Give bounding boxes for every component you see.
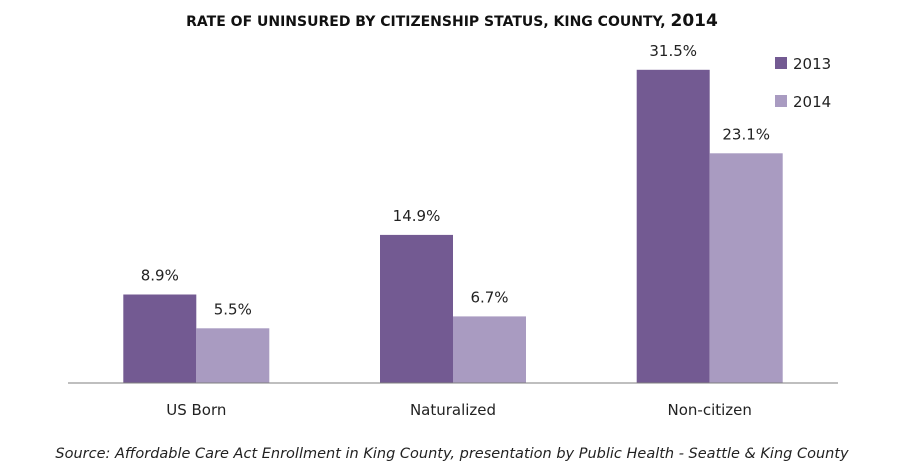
legend: 2013 2014 xyxy=(775,55,831,111)
data-label-2014-non-citizen: 23.1% xyxy=(722,125,770,143)
bar-2013-naturalized xyxy=(380,234,453,383)
x-tick-label: Non-citizen xyxy=(668,401,752,419)
bar-2014-us-born xyxy=(196,328,270,383)
data-label-2013-us-born: 8.9% xyxy=(141,267,179,285)
x-tick-label: Naturalized xyxy=(410,401,496,419)
x-tick-labels: US Born Naturalized Non-citizen xyxy=(166,401,752,419)
chart-title: RATE OF UNINSURED BY CITIZENSHIP STATUS,… xyxy=(186,11,718,31)
chart-title-text: RATE OF UNINSURED BY CITIZENSHIP STATUS,… xyxy=(186,14,665,30)
bar-2014-non-citizen xyxy=(709,153,783,383)
legend-swatch-2014 xyxy=(775,95,787,107)
source-note: Source: Affordable Care Act Enrollment i… xyxy=(55,446,849,462)
x-tick-label: US Born xyxy=(166,401,226,419)
legend-swatch-2013 xyxy=(775,57,787,69)
legend-label-2014: 2014 xyxy=(793,93,831,111)
data-label-2014-us-born: 5.5% xyxy=(214,300,252,318)
data-label-2014-naturalized: 6.7% xyxy=(470,288,508,306)
data-label-2013-naturalized: 14.9% xyxy=(393,207,441,225)
bar-2013-us-born xyxy=(123,294,197,383)
bars-layer xyxy=(123,69,783,384)
bar-2014-naturalized xyxy=(453,316,526,383)
bar-2013-non-citizen xyxy=(636,69,710,384)
legend-label-2013: 2013 xyxy=(793,55,831,73)
chart-title-year: 2014 xyxy=(671,11,718,31)
data-labels-layer: 8.9% 5.5% 14.9% 6.7% 31.5% 23.1% xyxy=(141,42,770,318)
data-label-2013-non-citizen: 31.5% xyxy=(649,42,697,60)
